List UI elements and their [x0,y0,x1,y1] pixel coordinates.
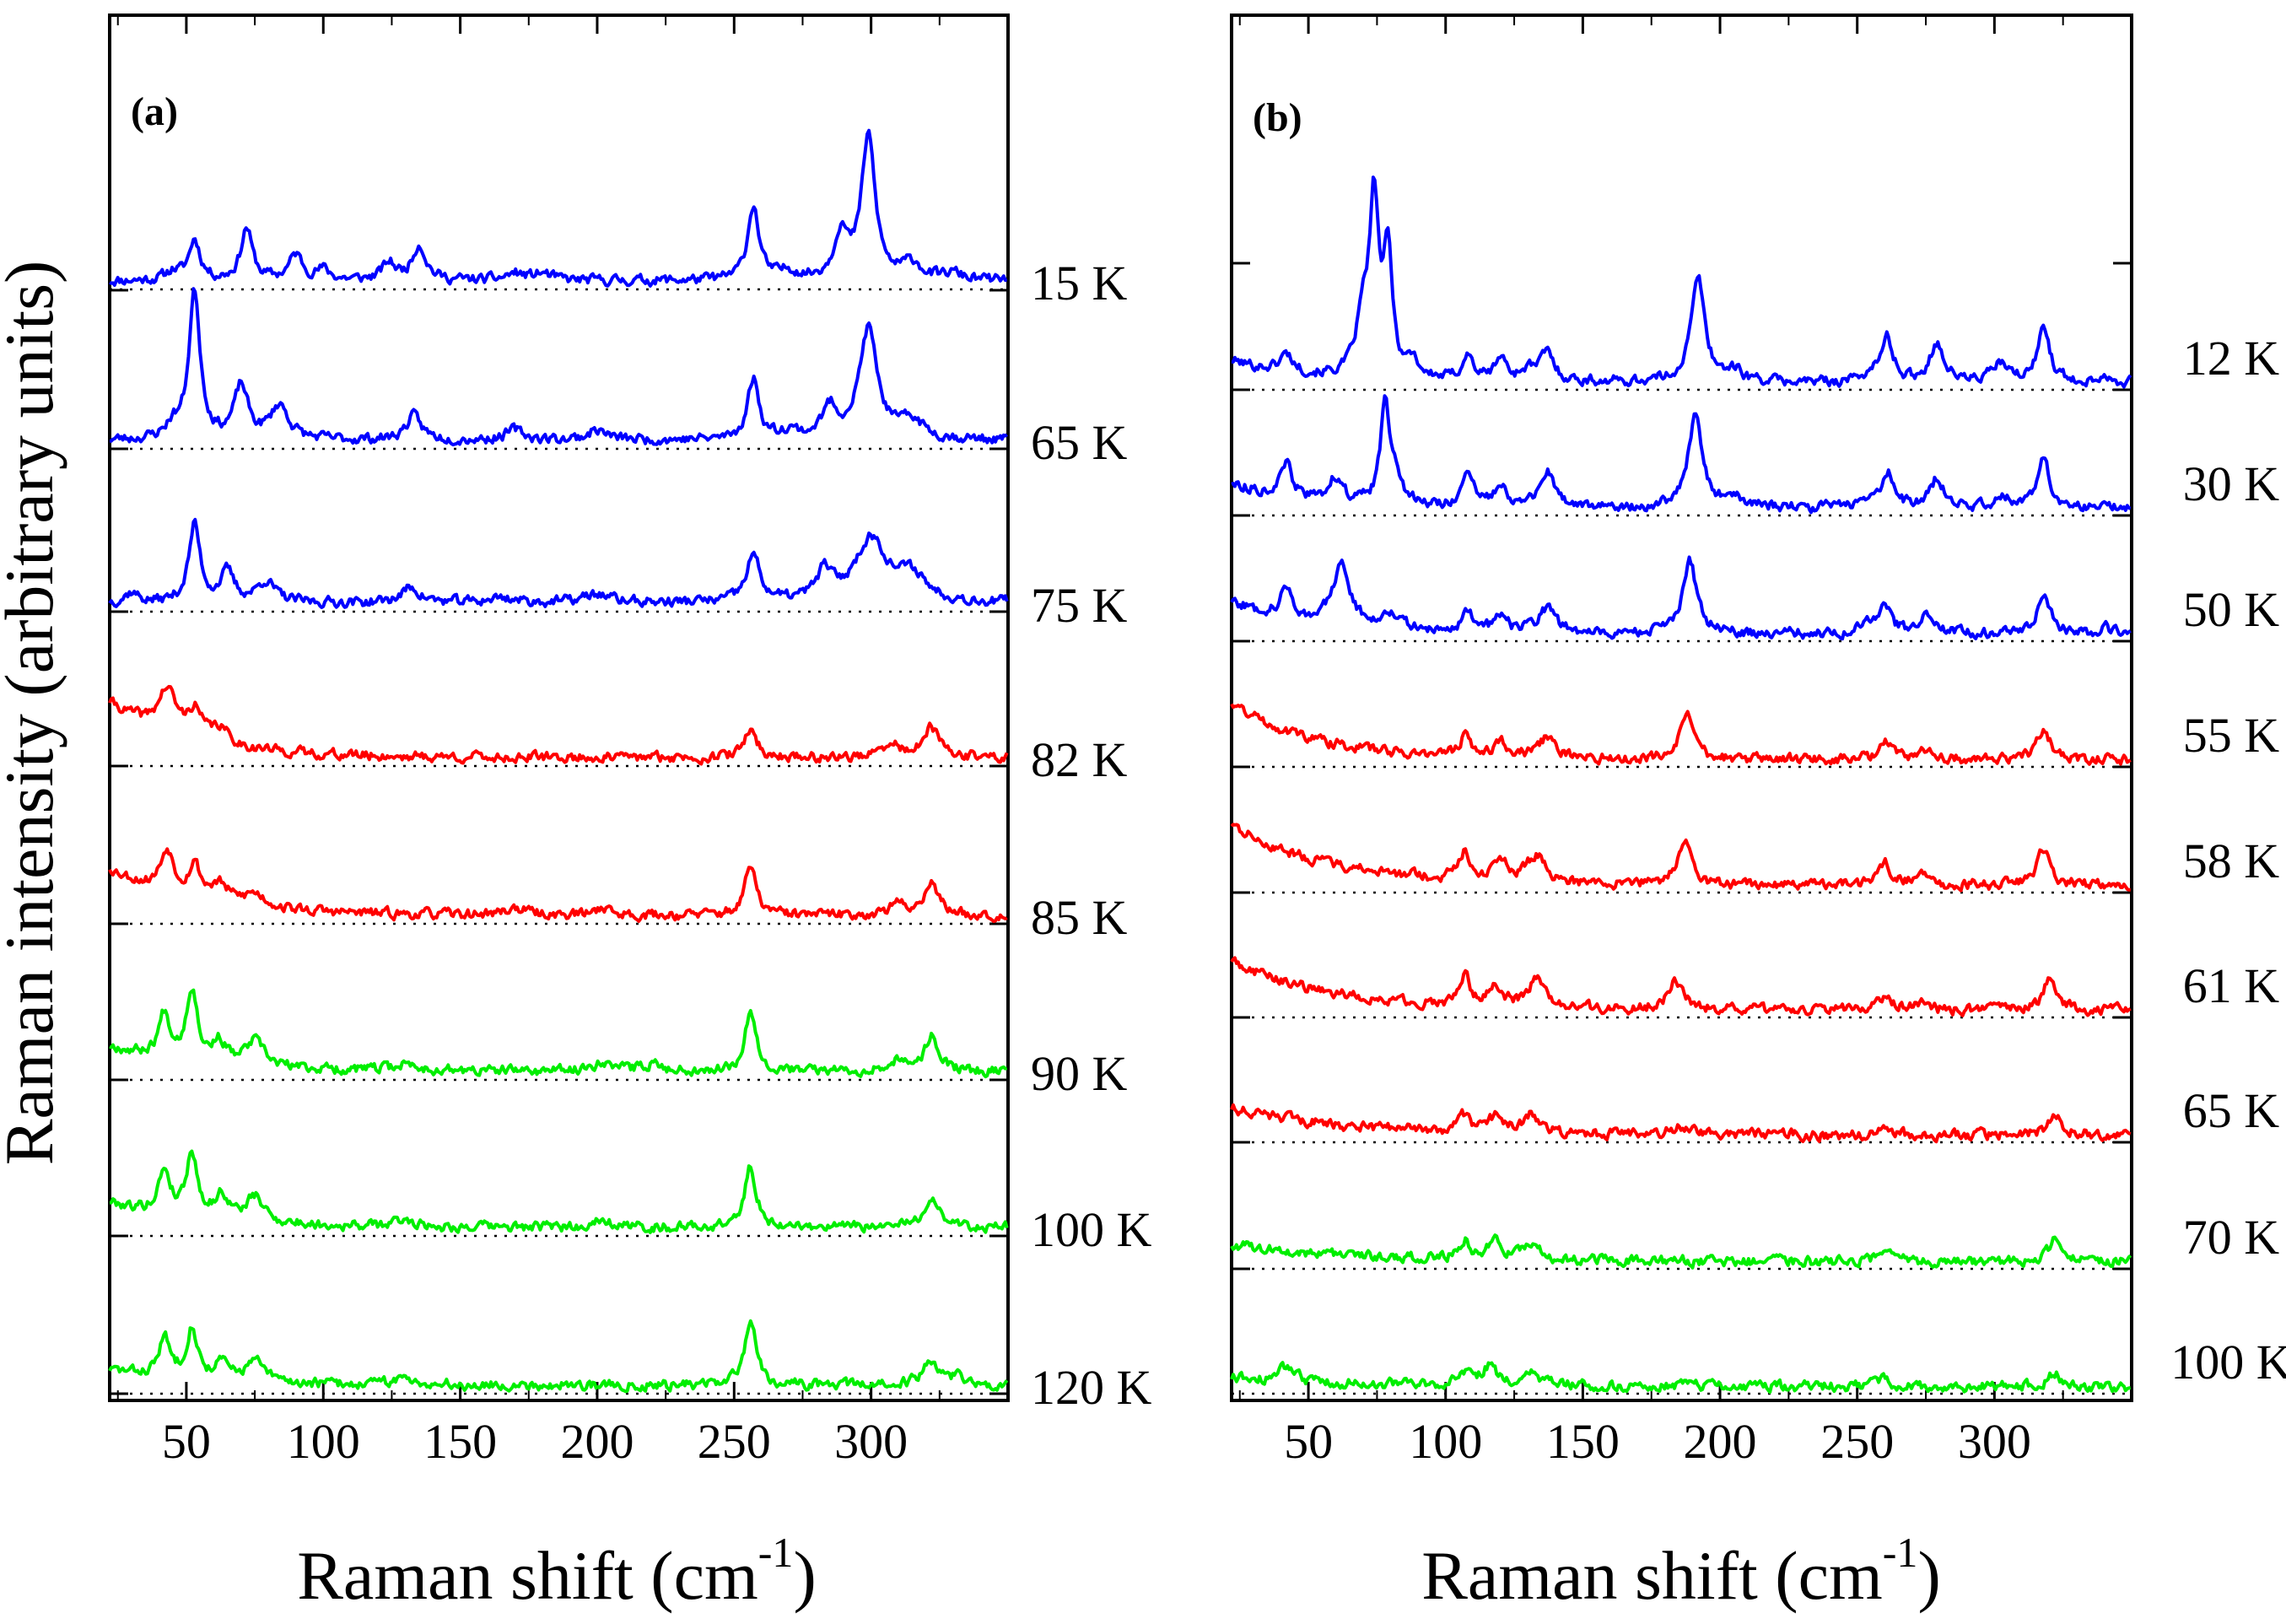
x-tick-label: 150 [1546,1414,1620,1469]
spectrum-line [108,517,1009,609]
x-tick-label: 300 [1958,1414,2031,1469]
spectrum-line [1231,175,2132,389]
temperature-label: 61 K [2183,958,2280,1013]
temperature-label: 65 K [2183,1083,2280,1138]
spectrum-line [1230,555,2132,641]
temperature-label: 100 K [1031,1202,1152,1257]
temperature-label: 82 K [1031,732,1128,787]
x-tick-label: 150 [423,1414,497,1469]
panel-label: (b) [1253,95,1302,140]
temperature-label: 12 K [2183,331,2280,386]
temperature-label: 50 K [2183,582,2280,637]
spectrum-line [108,1319,1009,1394]
temperature-label: 58 K [2183,834,2280,888]
spectrum-line [1230,703,2132,766]
panel-a-chart: 50 100 150 200 250 300 (a) Raman shift (cm-1) 15… [108,13,1152,1614]
x-tick-label: 200 [560,1414,634,1469]
spectrum-line [1230,1103,2132,1144]
temperature-label: 75 K [1031,578,1128,633]
spectrum-line [1230,956,2132,1017]
x-tick-label: 100 [287,1414,360,1469]
x-tick-label: 250 [1820,1414,1894,1469]
temperature-label: 70 K [2183,1210,2280,1265]
temperature-label: 65 K [1031,415,1128,470]
spectrum-line [1230,1233,2132,1270]
y-axis-label: Raman intensity (arbitrary units) [0,261,67,1166]
temperature-label: 30 K [2183,456,2280,511]
temperature-label: 85 K [1031,890,1128,945]
plot-frame [108,13,1010,1402]
x-axis-label: Raman shift (cm-1) [297,1529,817,1614]
temperature-label: 100 K [2170,1335,2286,1389]
spectrum-line [109,287,1008,447]
spectrum-line [108,847,1008,924]
temperature-label: 90 K [1031,1046,1128,1101]
spectrum-line [109,1149,1009,1234]
plot-frame [1230,13,2133,1402]
panel-b-chart: 50 100 150 200 250 300 (b) Raman shift (cm-1) 12… [1230,13,2286,1614]
spectrum-line [1231,394,2132,515]
spectrum-line [109,128,1008,288]
x-tick-label: 50 [162,1414,211,1469]
x-tick-label: 100 [1409,1414,1482,1469]
spectrum-line [109,988,1008,1079]
x-tick-label: 200 [1684,1414,1757,1469]
panel-label: (a) [131,89,178,134]
x-axis-label: Raman shift (cm-1) [1421,1529,1941,1614]
x-tick-label: 50 [1284,1414,1333,1469]
temperature-label: 55 K [2183,708,2280,763]
x-tick-label: 300 [834,1414,908,1469]
spectrum-line [1230,823,2131,893]
temperature-label: 120 K [1031,1360,1152,1415]
spectrum-line [1230,1361,2131,1395]
spectrum-line [108,684,1009,766]
temperature-label: 15 K [1031,256,1128,310]
x-tick-label: 250 [698,1414,771,1469]
